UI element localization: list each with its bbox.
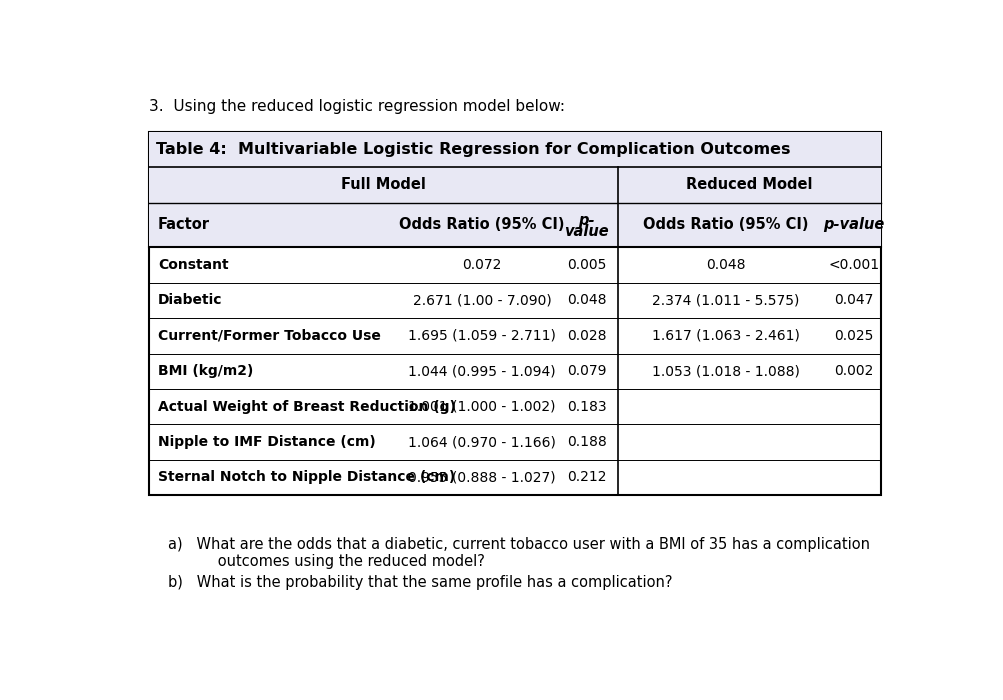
Text: 0.002: 0.002 (833, 364, 873, 378)
Text: Reduced Model: Reduced Model (685, 177, 811, 192)
Text: 0.025: 0.025 (833, 329, 873, 343)
Text: 0.955 (0.888 - 1.027): 0.955 (0.888 - 1.027) (408, 470, 556, 484)
Text: 2.671 (1.00 - 7.090): 2.671 (1.00 - 7.090) (412, 293, 551, 307)
Text: BMI (kg/m2): BMI (kg/m2) (157, 364, 253, 378)
Text: a)   What are the odds that a diabetic, current tobacco user with a BMI of 35 ha: a) What are the odds that a diabetic, cu… (168, 537, 870, 552)
Bar (148, 167, 881, 202)
Text: 0.188: 0.188 (566, 435, 606, 449)
Text: Current/Former Tobacco Use: Current/Former Tobacco Use (157, 329, 380, 343)
Bar (148, 132, 881, 167)
Text: 1.064 (0.970 - 1.166): 1.064 (0.970 - 1.166) (407, 435, 556, 449)
Text: Table 4:  Multivariable Logistic Regression for Complication Outcomes: Table 4: Multivariable Logistic Regressi… (156, 142, 790, 157)
Text: Actual Weight of Breast Reduction (g): Actual Weight of Breast Reduction (g) (157, 400, 455, 414)
Text: Sternal Notch to Nipple Distance (cm): Sternal Notch to Nipple Distance (cm) (157, 470, 454, 484)
Text: 0.028: 0.028 (567, 329, 606, 343)
Text: 0.079: 0.079 (567, 364, 606, 378)
Text: 0.047: 0.047 (833, 293, 873, 307)
Text: 0.183: 0.183 (567, 400, 606, 414)
Text: 1.695 (1.059 - 2.711): 1.695 (1.059 - 2.711) (407, 329, 556, 343)
Text: 0.048: 0.048 (706, 258, 745, 272)
Text: value: value (564, 224, 609, 239)
Text: 0.212: 0.212 (567, 470, 606, 484)
Text: Odds Ratio (95% CI): Odds Ratio (95% CI) (399, 218, 565, 232)
Text: Full Model: Full Model (340, 177, 425, 192)
Text: p-: p- (578, 213, 595, 228)
Text: p-value: p-value (822, 218, 884, 232)
Text: 2.374 (1.011 - 5.575): 2.374 (1.011 - 5.575) (652, 293, 799, 307)
Text: 1.001 (1.000 - 1.002): 1.001 (1.000 - 1.002) (408, 400, 556, 414)
Text: 0.005: 0.005 (567, 258, 606, 272)
Text: b)   What is the probability that the same profile has a complication?: b) What is the probability that the same… (168, 575, 672, 590)
Text: 1.044 (0.995 - 1.094): 1.044 (0.995 - 1.094) (408, 364, 556, 378)
Text: Factor: Factor (157, 218, 210, 232)
Text: Constant: Constant (157, 258, 229, 272)
Text: 1.053 (1.018 - 1.088): 1.053 (1.018 - 1.088) (652, 364, 799, 378)
Text: <0.001: <0.001 (827, 258, 879, 272)
Bar (148, 202, 881, 247)
Text: Diabetic: Diabetic (157, 293, 223, 307)
Text: 3.  Using the reduced logistic regression model below:: 3. Using the reduced logistic regression… (148, 99, 565, 114)
Text: Nipple to IMF Distance (cm): Nipple to IMF Distance (cm) (157, 435, 375, 449)
Text: outcomes using the reduced model?: outcomes using the reduced model? (190, 554, 484, 568)
Text: 1.617 (1.063 - 2.461): 1.617 (1.063 - 2.461) (652, 329, 799, 343)
Text: 0.048: 0.048 (567, 293, 606, 307)
Text: 0.072: 0.072 (461, 258, 502, 272)
Text: Odds Ratio (95% CI): Odds Ratio (95% CI) (643, 218, 808, 232)
Bar (148, 132, 881, 495)
